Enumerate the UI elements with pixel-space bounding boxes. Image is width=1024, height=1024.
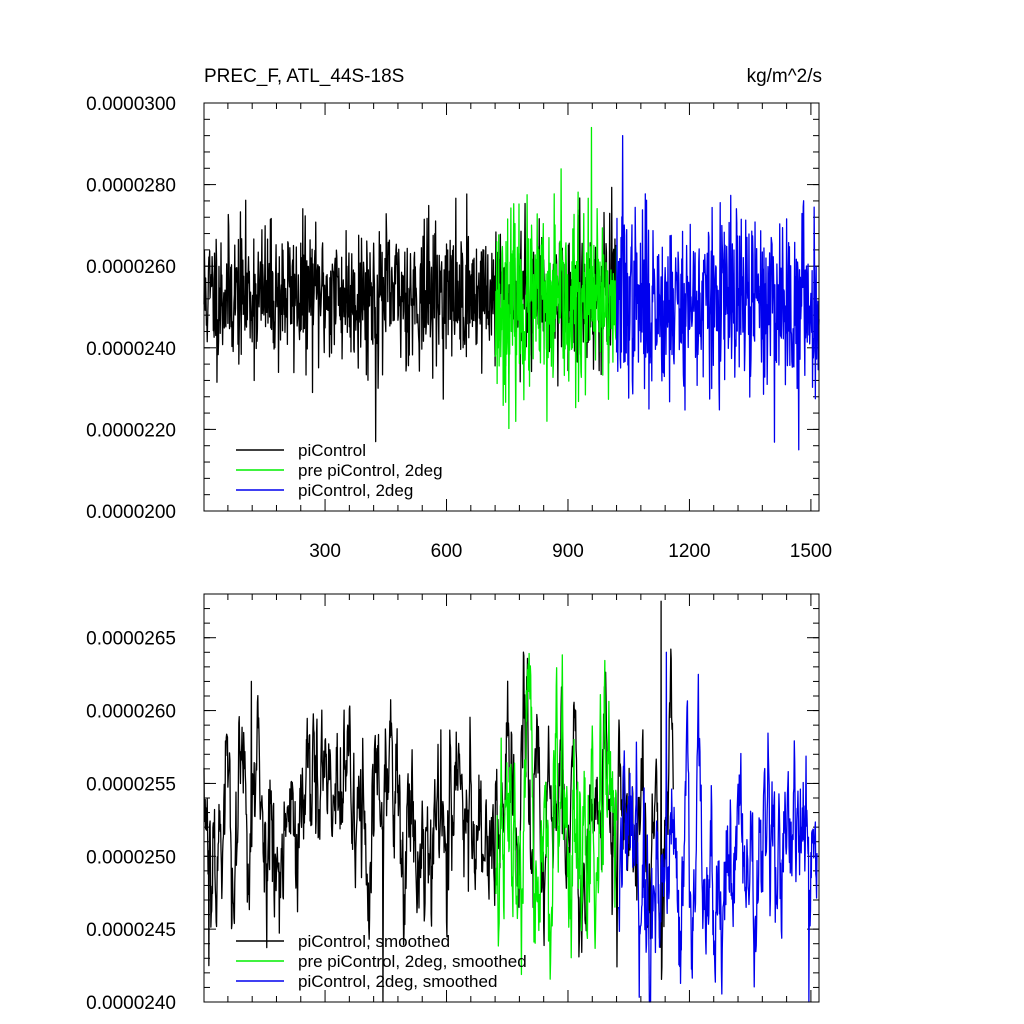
- bottom-plot-frame: [203, 593, 820, 1003]
- series-line: [203, 600, 674, 1003]
- y-tick-label: 0.0000260: [86, 702, 176, 723]
- top-series-group: [203, 126, 820, 451]
- chart-title: PREC_F, ATL_44S-18S: [204, 66, 404, 87]
- x-tick-label: 1200: [668, 541, 710, 562]
- y-tick-label: 0.0000240: [86, 339, 176, 360]
- legend-label-picontrol-2deg-smoothed: piControl, 2deg, smoothed: [298, 972, 497, 991]
- units-label: kg/m^2/s: [747, 66, 822, 87]
- legend-label-picontrol-2deg: piControl, 2deg: [298, 481, 413, 500]
- series-line: [494, 126, 618, 430]
- x-tick-label: 600: [431, 541, 463, 562]
- y-tick-label: 0.0000240: [86, 993, 176, 1014]
- bottom-y-tick-labels: 0.0000240 0.0000245 0.0000250 0.0000255 0.00…: [86, 629, 176, 1014]
- series-line: [495, 652, 618, 980]
- y-tick-label: 0.0000245: [86, 920, 176, 941]
- y-tick-label: 0.0000250: [86, 847, 176, 868]
- top-legend: piControl pre piControl, 2deg piControl,…: [236, 441, 443, 500]
- top-x-tick-labels: 300 600 900 1200 1500: [309, 541, 832, 562]
- bottom-series-group: [203, 600, 818, 1003]
- y-tick-label: 0.0000255: [86, 774, 176, 795]
- top-y-tick-labels: 0.0000200 0.0000220 0.0000240 0.0000260 0.00…: [86, 94, 176, 523]
- series-line: [617, 651, 818, 1003]
- y-tick-label: 0.0000200: [86, 502, 176, 523]
- y-tick-label: 0.0000220: [86, 420, 176, 441]
- legend-label-picontrol: piControl: [298, 441, 366, 460]
- top-plot-frame: [203, 102, 820, 512]
- legend-label-pre-picontrol-2deg-smoothed: pre piControl, 2deg, smoothed: [298, 952, 527, 971]
- x-tick-label: 900: [552, 541, 584, 562]
- y-tick-label: 0.0000260: [86, 257, 176, 278]
- y-tick-label: 0.0000300: [86, 94, 176, 115]
- series-line: [615, 134, 820, 451]
- x-tick-label: 1500: [790, 541, 832, 562]
- bottom-legend: piControl, smoothed pre piControl, 2deg,…: [236, 932, 527, 991]
- x-tick-label: 300: [309, 541, 341, 562]
- legend-label-pre-picontrol-2deg: pre piControl, 2deg: [298, 461, 443, 480]
- y-tick-label: 0.0000280: [86, 176, 176, 197]
- bottom-chart-panel: 0.0000240 0.0000245 0.0000250 0.0000255 0.00…: [86, 593, 820, 1014]
- y-tick-label: 0.0000265: [86, 629, 176, 650]
- legend-label-picontrol-smoothed: piControl, smoothed: [298, 932, 450, 951]
- top-chart-panel: PREC_F, ATL_44S-18S kg/m^2/s 0.00002000.…: [86, 66, 832, 562]
